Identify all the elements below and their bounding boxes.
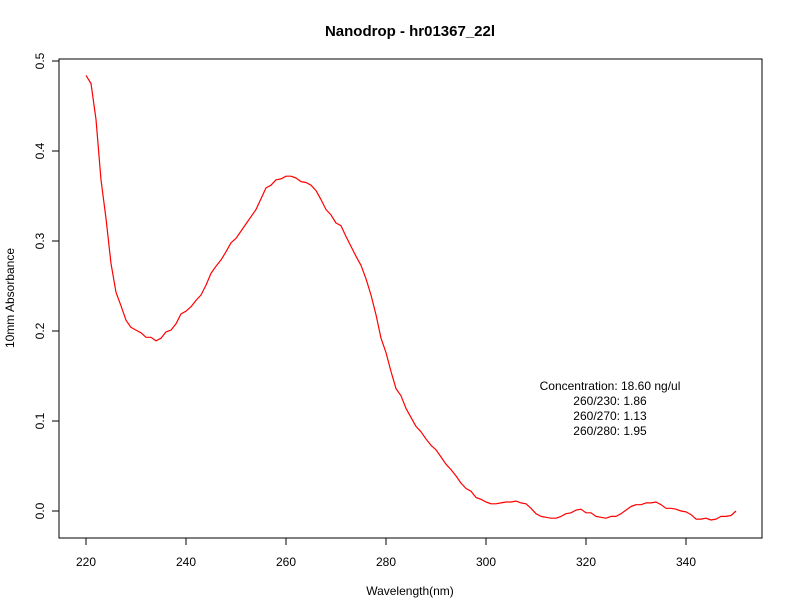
plot-frame <box>58 58 763 539</box>
x-tick-label: 300 <box>476 555 496 569</box>
absorbance-series-line <box>85 75 737 521</box>
y-tick-label: 0.5 <box>33 52 47 69</box>
chart-title: Nanodrop - hr01367_22l <box>325 23 495 40</box>
x-tick-label: 280 <box>376 555 396 569</box>
y-axis: 0.0 0.1 0.2 0.3 0.4 0.5 <box>33 52 60 519</box>
y-tick-label: 0.1 <box>33 412 47 429</box>
x-tick-label: 320 <box>576 555 596 569</box>
ratio-260-230-annotation: 260/230: 1.86 <box>573 394 647 408</box>
stats-annotation: Concentration: 18.60 ng/ul 260/230: 1.86… <box>540 379 681 438</box>
x-axis: 220 240 260 280 300 320 340 <box>76 537 696 569</box>
y-axis-label: 10mm Absorbance <box>3 248 17 348</box>
x-tick-label: 240 <box>176 555 196 569</box>
concentration-annotation: Concentration: 18.60 ng/ul <box>540 379 681 393</box>
ratio-260-280-annotation: 260/280: 1.95 <box>573 424 647 438</box>
ratio-260-270-annotation: 260/270: 1.13 <box>573 409 647 423</box>
x-tick-label: 260 <box>276 555 296 569</box>
y-tick-label: 0.0 <box>33 502 47 519</box>
y-tick-label: 0.2 <box>33 322 47 339</box>
x-tick-label: 340 <box>676 555 696 569</box>
y-tick-label: 0.4 <box>33 142 47 159</box>
x-tick-label: 220 <box>76 555 96 569</box>
x-axis-label: Wavelength(nm) <box>366 584 454 598</box>
y-tick-label: 0.3 <box>33 232 47 249</box>
